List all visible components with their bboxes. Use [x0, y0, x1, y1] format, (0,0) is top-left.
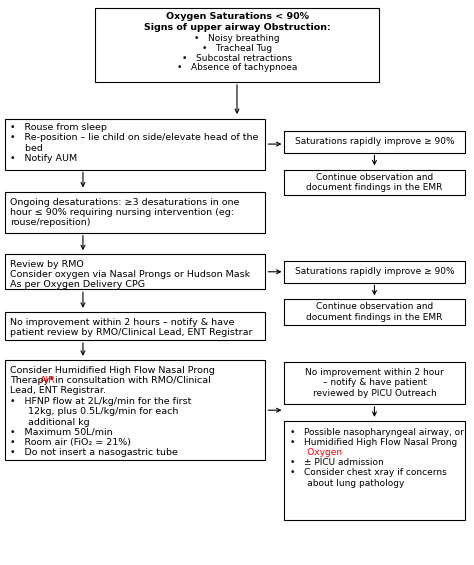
- Bar: [5, 192, 265, 233]
- Text: Oxygen: Oxygen: [290, 448, 342, 457]
- Text: Consider oxygen via Nasal Prongs or Hudson Mask: Consider oxygen via Nasal Prongs or Huds…: [10, 270, 251, 279]
- Text: Continue observation and
document findings in the EMR: Continue observation and document findin…: [306, 172, 443, 192]
- Bar: [5, 254, 265, 289]
- Text: •   Possible nasopharyngeal airway, or: • Possible nasopharyngeal airway, or: [290, 428, 464, 437]
- Text: •   Tracheal Tug: • Tracheal Tug: [202, 44, 272, 53]
- Bar: [95, 8, 379, 82]
- Bar: [284, 299, 465, 325]
- Text: No improvement within 2 hours – notify & have: No improvement within 2 hours – notify &…: [10, 318, 235, 327]
- Bar: [5, 360, 265, 460]
- Text: •   ± PICU admission: • ± PICU admission: [290, 458, 384, 467]
- Text: AIR: AIR: [40, 376, 56, 385]
- Text: •   Maximum 50L/min: • Maximum 50L/min: [10, 428, 113, 437]
- Bar: [284, 170, 465, 195]
- Text: •   Humidified High Flow Nasal Prong: • Humidified High Flow Nasal Prong: [290, 438, 457, 447]
- Text: •   Subcostal retractions: • Subcostal retractions: [182, 54, 292, 63]
- Text: •   Re-position – lie child on side/elevate head of the: • Re-position – lie child on side/elevat…: [10, 133, 259, 142]
- Text: rouse/reposition): rouse/reposition): [10, 218, 91, 227]
- Text: As per Oxygen Delivery CPG: As per Oxygen Delivery CPG: [10, 280, 146, 289]
- Text: Saturations rapidly improve ≥ 90%: Saturations rapidly improve ≥ 90%: [295, 267, 454, 276]
- Text: 12kg, plus 0.5L/kg/min for each: 12kg, plus 0.5L/kg/min for each: [10, 407, 179, 416]
- Bar: [5, 119, 265, 170]
- Text: patient review by RMO/Clinical Lead, ENT Registrar: patient review by RMO/Clinical Lead, ENT…: [10, 328, 253, 337]
- Text: Oxygen Saturations < 90%: Oxygen Saturations < 90%: [165, 12, 309, 21]
- Text: Consider Humidified High Flow Nasal Prong: Consider Humidified High Flow Nasal Pron…: [10, 366, 215, 375]
- Text: Signs of upper airway Obstruction:: Signs of upper airway Obstruction:: [144, 23, 330, 32]
- Text: •   Notify AUM: • Notify AUM: [10, 154, 78, 163]
- Text: Lead, ENT Registrar.: Lead, ENT Registrar.: [10, 386, 107, 395]
- Bar: [284, 421, 465, 520]
- Bar: [284, 131, 465, 153]
- Text: about lung pathology: about lung pathology: [290, 479, 404, 488]
- Text: Ongoing desaturations: ≥3 desaturations in one: Ongoing desaturations: ≥3 desaturations …: [10, 198, 240, 207]
- Text: No improvement within 2 hour
– notify & have patient
reviewed by PICU Outreach: No improvement within 2 hour – notify & …: [305, 368, 444, 398]
- Bar: [284, 362, 465, 404]
- Text: in consultation with RMO/Clinical: in consultation with RMO/Clinical: [52, 376, 211, 385]
- Text: hour ≤ 90% requiring nursing intervention (eg:: hour ≤ 90% requiring nursing interventio…: [10, 208, 235, 217]
- Text: •   Absence of tachypnoea: • Absence of tachypnoea: [177, 63, 297, 72]
- Text: bed: bed: [10, 144, 43, 153]
- Text: •   Noisy breathing: • Noisy breathing: [194, 34, 280, 44]
- Text: Therapy*: Therapy*: [10, 376, 57, 385]
- Text: Saturations rapidly improve ≥ 90%: Saturations rapidly improve ≥ 90%: [295, 137, 454, 146]
- Text: •   Consider chest xray if concerns: • Consider chest xray if concerns: [290, 468, 447, 477]
- Text: Continue observation and
document findings in the EMR: Continue observation and document findin…: [306, 302, 443, 322]
- Text: additional kg: additional kg: [10, 418, 90, 427]
- Text: •   HFNP flow at 2L/kg/min for the first: • HFNP flow at 2L/kg/min for the first: [10, 397, 192, 406]
- Text: •   Rouse from sleep: • Rouse from sleep: [10, 123, 107, 132]
- Text: Review by RMO: Review by RMO: [10, 260, 84, 269]
- Text: •   Room air (FiO₂ = 21%): • Room air (FiO₂ = 21%): [10, 438, 131, 447]
- Bar: [284, 261, 465, 282]
- Bar: [5, 312, 265, 340]
- Text: •   Do not insert a nasogastric tube: • Do not insert a nasogastric tube: [10, 448, 178, 457]
